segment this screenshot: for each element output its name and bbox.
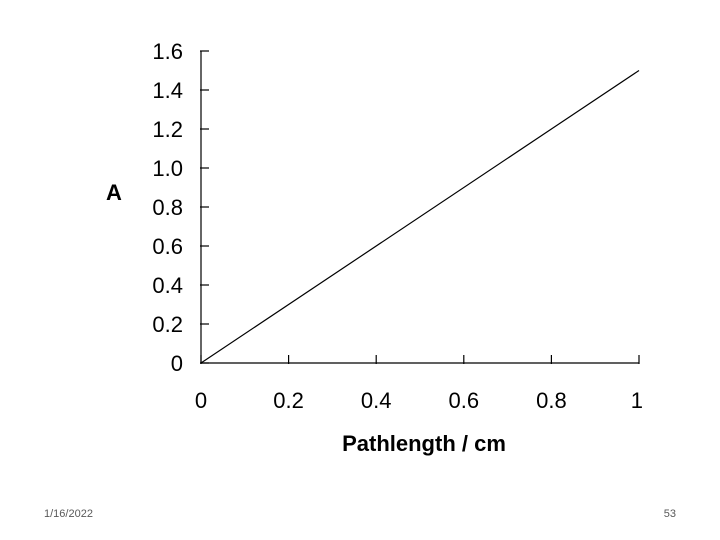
y-tick-label: 0 — [171, 351, 183, 376]
x-axis-title: Pathlength / cm — [342, 431, 506, 456]
x-axis: 0 0.2 0.4 0.6 0.8 1 — [195, 355, 643, 413]
y-tick-label: 0.8 — [152, 195, 183, 220]
y-axis: 0 0.2 0.4 0.6 0.8 1.0 1.2 1.4 1.6 — [152, 39, 209, 376]
y-tick-label: 1.0 — [152, 156, 183, 181]
footer-date: 1/16/2022 — [44, 508, 93, 520]
series-line — [200, 70, 640, 364]
y-tick-label: 0.4 — [152, 273, 183, 298]
x-tick-label: 0.4 — [361, 388, 392, 413]
x-tick-label: 0 — [195, 388, 207, 413]
x-tick-label: 0.6 — [449, 388, 480, 413]
x-tick-label: 0.2 — [273, 388, 304, 413]
y-tick-label: 1.4 — [152, 78, 183, 103]
series-group — [200, 70, 640, 364]
y-tick-label: 1.6 — [152, 39, 183, 64]
y-axis-title: A — [106, 180, 122, 205]
x-tick-label: 0.8 — [536, 388, 567, 413]
y-tick-label: 0.2 — [152, 312, 183, 337]
page-number: 53 — [663, 508, 676, 520]
x-tick-label: 1 — [631, 388, 643, 413]
y-tick-label: 0.6 — [152, 234, 183, 259]
y-tick-label: 1.2 — [152, 117, 183, 142]
